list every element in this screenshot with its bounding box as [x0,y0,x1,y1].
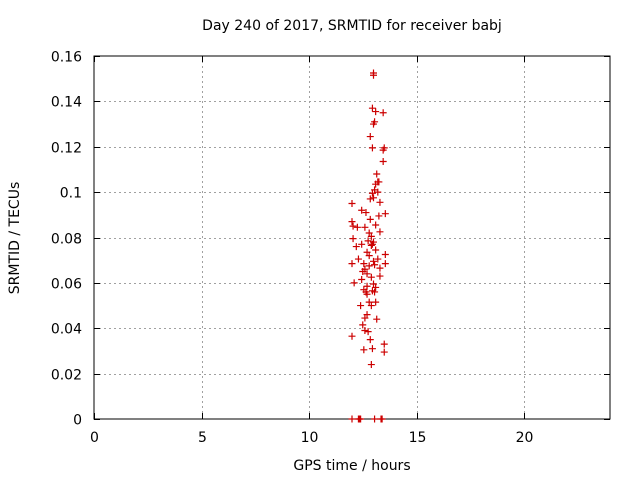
x-axis-label: GPS time / hours [293,458,410,474]
data-point [348,218,356,226]
y-tick-label: 0.04 [51,322,82,338]
data-point [365,252,373,260]
chart-title: Day 240 of 2017, SRMTID for receiver bab… [202,18,502,34]
y-tick-label: 0.16 [51,50,82,66]
data-point [374,188,382,196]
y-tick-label: 0 [73,413,82,429]
data-point [381,260,389,268]
x-tick-label: 0 [90,430,99,446]
data-point [366,133,374,141]
data-point-zero [357,415,365,423]
data-point [368,144,376,152]
data-point [373,170,381,178]
data-point [375,212,383,220]
y-tick-label: 0.14 [51,95,82,111]
y-tick-label: 0.1 [60,186,82,202]
data-point [368,345,376,353]
data-point [376,264,384,272]
data-point [367,302,375,310]
data-point [371,415,379,423]
tick-layer: 0 0.02 0.04 0.06 0.08 0.1 0.12 0.14 0.16 0 5 10 15 20 [51,50,610,446]
data-point [368,240,376,248]
data-point [363,290,371,298]
x-tick-label: 15 [409,430,427,446]
data-point [365,262,373,270]
data-point [364,328,372,336]
data-point [361,314,369,322]
data-point [367,273,375,281]
data-point [381,210,389,218]
y-tick-label: 0.08 [51,232,82,248]
data-point [372,221,380,229]
data-point [353,223,361,231]
x-tick-label: 5 [198,430,207,446]
data-point [348,260,356,268]
data-point [379,157,387,165]
data-point [367,232,375,240]
data-point [380,340,388,348]
data-point [367,241,375,249]
data-point [374,255,382,263]
data-point-zero [348,415,356,423]
data-point [366,215,374,223]
data-point [352,243,360,251]
data-point [362,209,370,217]
data-point [372,298,380,306]
grid-layer [94,56,610,419]
data-points [348,69,389,423]
data-point [379,146,387,154]
x-tick-label: 20 [516,430,534,446]
data-point [366,195,374,203]
y-tick-label: 0.06 [51,277,82,293]
data-point [360,260,368,268]
y-axis-label: SRMTID / TECUs [7,182,23,295]
data-point [354,255,362,263]
data-point [359,268,367,276]
data-point [372,108,380,116]
data-point [360,346,368,354]
data-point [372,283,380,291]
data-point [368,189,376,197]
data-point [373,315,381,323]
data-point [363,270,371,278]
data-point [368,104,376,112]
data-point [366,336,374,344]
data-point [371,261,379,269]
data-point [376,272,384,280]
data-point [370,257,377,265]
data-point [363,282,371,290]
data-point [375,178,383,186]
data-point [350,279,358,287]
y-tick-label: 0.02 [51,368,82,384]
data-point [348,332,356,340]
data-point [364,237,372,245]
data-point [358,240,366,248]
data-point [370,194,377,202]
data-point [361,223,369,231]
data-point [371,288,379,296]
data-point [370,120,377,128]
data-point [376,198,384,206]
data-point [370,71,377,79]
data-point [379,109,387,117]
data-point [348,199,356,207]
x-tick-label: 10 [301,430,319,446]
data-point [358,206,366,214]
data-point [372,246,380,254]
data-point [380,348,388,356]
data-point [358,275,366,283]
data-point [367,361,375,369]
data-point [359,321,367,329]
y-tick-label: 0.12 [51,141,82,157]
data-point-zero [378,415,386,423]
data-point [357,302,365,310]
data-point [381,251,389,259]
data-point [349,222,357,230]
data-point [376,228,384,236]
data-point [361,327,369,335]
data-point [349,235,357,243]
